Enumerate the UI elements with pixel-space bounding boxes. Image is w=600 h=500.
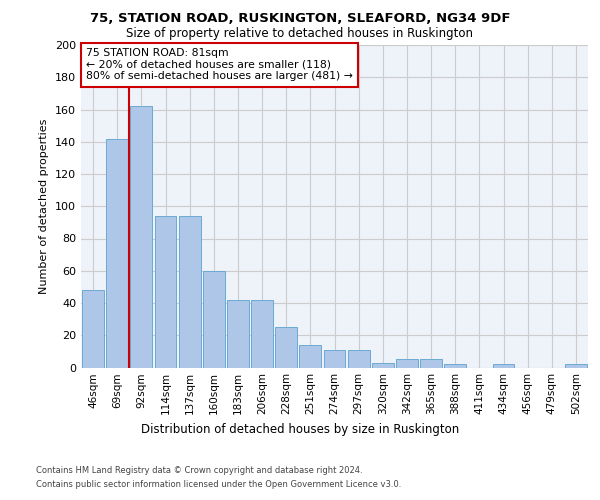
Bar: [348, 350, 370, 368]
Text: 75 STATION ROAD: 81sqm
← 20% of detached houses are smaller (118)
80% of semi-de: 75 STATION ROAD: 81sqm ← 20% of detached…: [86, 48, 353, 82]
Bar: [227, 300, 249, 368]
Bar: [179, 216, 200, 368]
Bar: [299, 345, 321, 368]
Bar: [203, 271, 224, 368]
Bar: [323, 350, 346, 368]
Bar: [130, 106, 152, 368]
Bar: [420, 360, 442, 368]
Text: Contains public sector information licensed under the Open Government Licence v3: Contains public sector information licen…: [36, 480, 401, 489]
Bar: [275, 327, 297, 368]
Bar: [372, 362, 394, 368]
Bar: [82, 290, 104, 368]
Text: Size of property relative to detached houses in Ruskington: Size of property relative to detached ho…: [127, 28, 473, 40]
Bar: [493, 364, 514, 368]
Y-axis label: Number of detached properties: Number of detached properties: [40, 118, 49, 294]
Text: Distribution of detached houses by size in Ruskington: Distribution of detached houses by size …: [141, 422, 459, 436]
Text: 75, STATION ROAD, RUSKINGTON, SLEAFORD, NG34 9DF: 75, STATION ROAD, RUSKINGTON, SLEAFORD, …: [90, 12, 510, 26]
Bar: [251, 300, 273, 368]
Bar: [155, 216, 176, 368]
Bar: [396, 360, 418, 368]
Text: Contains HM Land Registry data © Crown copyright and database right 2024.: Contains HM Land Registry data © Crown c…: [36, 466, 362, 475]
Bar: [445, 364, 466, 368]
Bar: [565, 364, 587, 368]
Bar: [106, 138, 128, 368]
